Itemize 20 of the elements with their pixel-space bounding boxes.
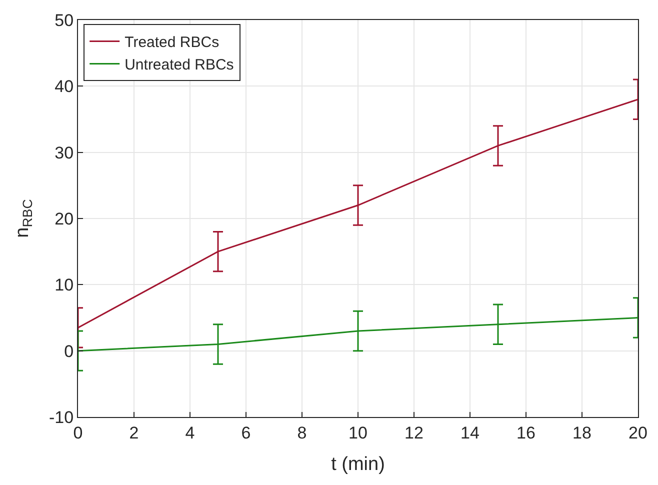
x-tick-label: 12 [404, 423, 424, 442]
x-tick-label: 10 [348, 423, 368, 442]
legend-label: Untreated RBCs [124, 56, 234, 74]
x-tick-label: 16 [516, 423, 536, 442]
x-tick-label: 4 [185, 423, 195, 442]
y-tick-label: -10 [49, 408, 74, 427]
y-tick-label: 10 [54, 276, 74, 295]
x-tick-label: 20 [628, 423, 648, 442]
x-tick-label: 6 [241, 423, 251, 442]
x-tick-label: 18 [572, 423, 592, 442]
x-tick-label: 8 [297, 423, 307, 442]
x-tick-label: 14 [460, 423, 480, 442]
y-tick-label: 20 [54, 209, 74, 228]
y-tick-label: 30 [54, 143, 74, 162]
x-axis-title: t (min) [331, 454, 385, 476]
y-tick-label: 50 [54, 10, 74, 30]
x-tick-label: 2 [129, 423, 139, 442]
legend-label: Treated RBCs [124, 34, 220, 52]
y-tick-label: 40 [54, 77, 74, 96]
y-tick-label: 0 [64, 342, 74, 361]
